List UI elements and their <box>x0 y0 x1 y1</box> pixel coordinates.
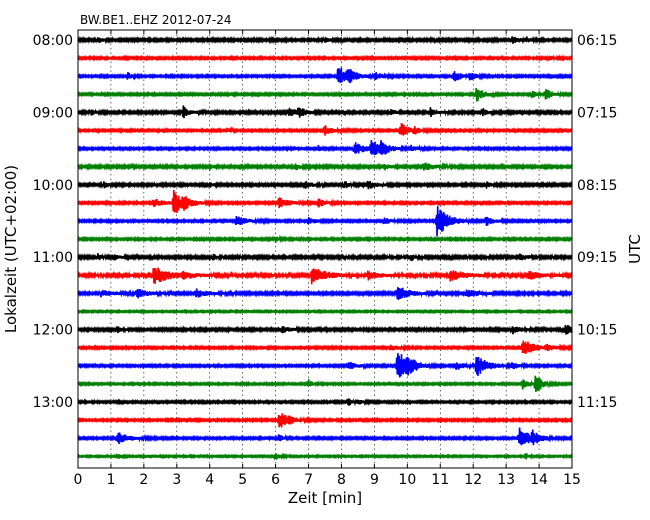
axis-ticks: 0 1 2 3 4 5 6 7 8 9 10 11 12 13 14 1508:0009:0010:0011:… <box>33 30 617 488</box>
seismic-trace <box>77 413 573 428</box>
seismic-trace <box>77 427 573 446</box>
seismic-trace <box>77 140 573 156</box>
seismic-trace <box>77 189 573 213</box>
x-tick-label: 12 <box>464 472 482 488</box>
x-tick-label: 0 <box>74 472 83 488</box>
seismic-trace <box>77 397 573 407</box>
seismic-traces <box>77 35 573 461</box>
x-tick-label: 1 <box>106 472 115 488</box>
right-hour-label: 06:15 <box>577 33 617 49</box>
x-tick-label: 13 <box>497 472 515 488</box>
right-hour-label: 10:15 <box>577 323 617 339</box>
left-hour-label: 13:00 <box>33 395 73 411</box>
seismic-trace <box>77 67 573 84</box>
x-tick-label: 8 <box>337 472 346 488</box>
seismic-trace <box>77 308 573 315</box>
left-hour-label: 08:00 <box>33 33 73 49</box>
right-hour-label: 07:15 <box>577 105 617 121</box>
seismic-trace <box>77 252 573 262</box>
minute-grid <box>110 30 540 468</box>
seismic-trace <box>77 375 573 393</box>
left-hour-label: 10:00 <box>33 178 73 194</box>
x-tick-label: 3 <box>172 472 181 488</box>
seismic-trace <box>77 206 573 237</box>
seismic-trace <box>77 162 573 172</box>
seismic-trace <box>77 267 573 285</box>
seismic-trace <box>77 54 573 63</box>
seismic-trace <box>77 452 573 461</box>
seismic-trace <box>77 234 573 244</box>
x-tick-label: 7 <box>304 472 313 488</box>
x-tick-label: 2 <box>139 472 148 488</box>
seismic-trace <box>77 123 573 136</box>
x-tick-label: 11 <box>431 472 449 488</box>
right-hour-label: 09:15 <box>577 250 617 266</box>
x-tick-label: 4 <box>205 472 214 488</box>
right-hour-label: 08:15 <box>577 178 617 194</box>
x-tick-label: 9 <box>370 472 379 488</box>
y-axis-label-left: Lokalzeit (UTC+02:00) <box>2 165 20 333</box>
x-tick-label: 6 <box>271 472 280 488</box>
left-hour-label: 12:00 <box>33 323 73 339</box>
seismic-trace <box>77 87 573 102</box>
plot-frame <box>77 29 573 469</box>
seismic-trace <box>77 324 573 335</box>
x-tick-label: 10 <box>398 472 416 488</box>
left-hour-label: 11:00 <box>33 250 73 266</box>
seismic-trace <box>77 35 573 45</box>
seismic-trace <box>77 340 573 354</box>
x-tick-label: 14 <box>530 472 548 488</box>
seismic-trace <box>77 353 573 378</box>
seismic-trace <box>77 105 573 119</box>
left-hour-label: 09:00 <box>33 105 73 121</box>
seismic-trace <box>77 287 573 300</box>
x-axis-label: Zeit [min] <box>288 489 362 507</box>
x-tick-label: 15 <box>563 472 581 488</box>
y-axis-label-right: UTC <box>626 234 644 264</box>
chart-title: BW.BE1..EHZ 2012-07-24 <box>80 13 232 27</box>
seismic-trace <box>77 180 573 190</box>
right-hour-label: 11:15 <box>577 395 617 411</box>
x-tick-label: 5 <box>238 472 247 488</box>
